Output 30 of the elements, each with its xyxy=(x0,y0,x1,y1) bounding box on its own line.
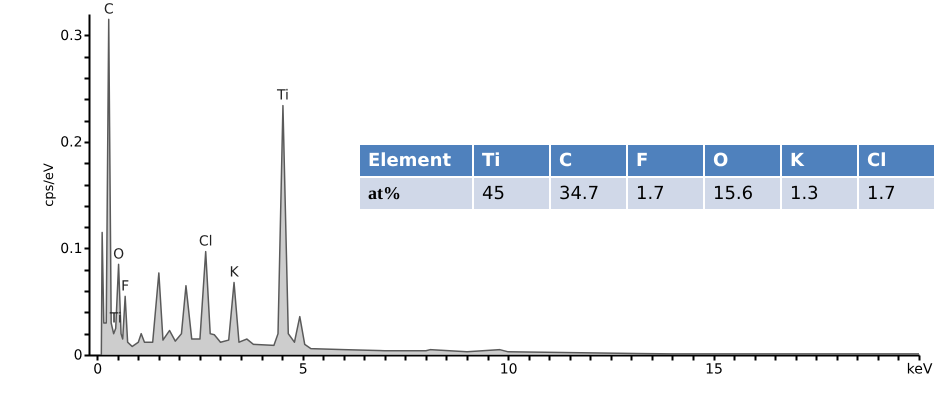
data-label: 15.6 xyxy=(705,178,780,209)
category-label: F xyxy=(628,145,703,176)
y-tick-label: 0.3 xyxy=(60,28,82,44)
x-tick-label: keV xyxy=(906,362,933,378)
data-label: 34.7 xyxy=(551,178,626,209)
data-label: 1.7 xyxy=(628,178,703,209)
annotation: C xyxy=(104,1,114,18)
y-tick-label: 0.1 xyxy=(60,240,82,257)
y-tick-label: 0.2 xyxy=(60,134,82,150)
x-tick-label: 5 xyxy=(298,362,308,378)
annotation: K xyxy=(229,264,240,281)
annotation: Ti xyxy=(276,88,289,104)
data-label: 1.7 xyxy=(859,178,934,209)
category-label: Cl xyxy=(859,145,934,176)
x-tick-label: 15 xyxy=(705,362,723,378)
data-label: 45 xyxy=(474,178,549,209)
category-label: Ti xyxy=(474,145,549,176)
annotation: Cl xyxy=(198,234,213,250)
y-tick-label: 0 xyxy=(74,348,82,364)
annotation: O xyxy=(113,246,124,262)
text: at% xyxy=(360,178,472,209)
annotation: F xyxy=(121,278,130,294)
category-label: O xyxy=(705,145,780,176)
y-axis-title: cps/eV xyxy=(42,163,58,207)
category-label: C xyxy=(551,145,626,176)
text: Element xyxy=(360,145,472,176)
x-tick-label: 0 xyxy=(93,362,102,378)
data-label: 1.3 xyxy=(782,178,857,209)
category-label: K xyxy=(782,145,857,176)
x-tick-label: 10 xyxy=(500,362,518,378)
